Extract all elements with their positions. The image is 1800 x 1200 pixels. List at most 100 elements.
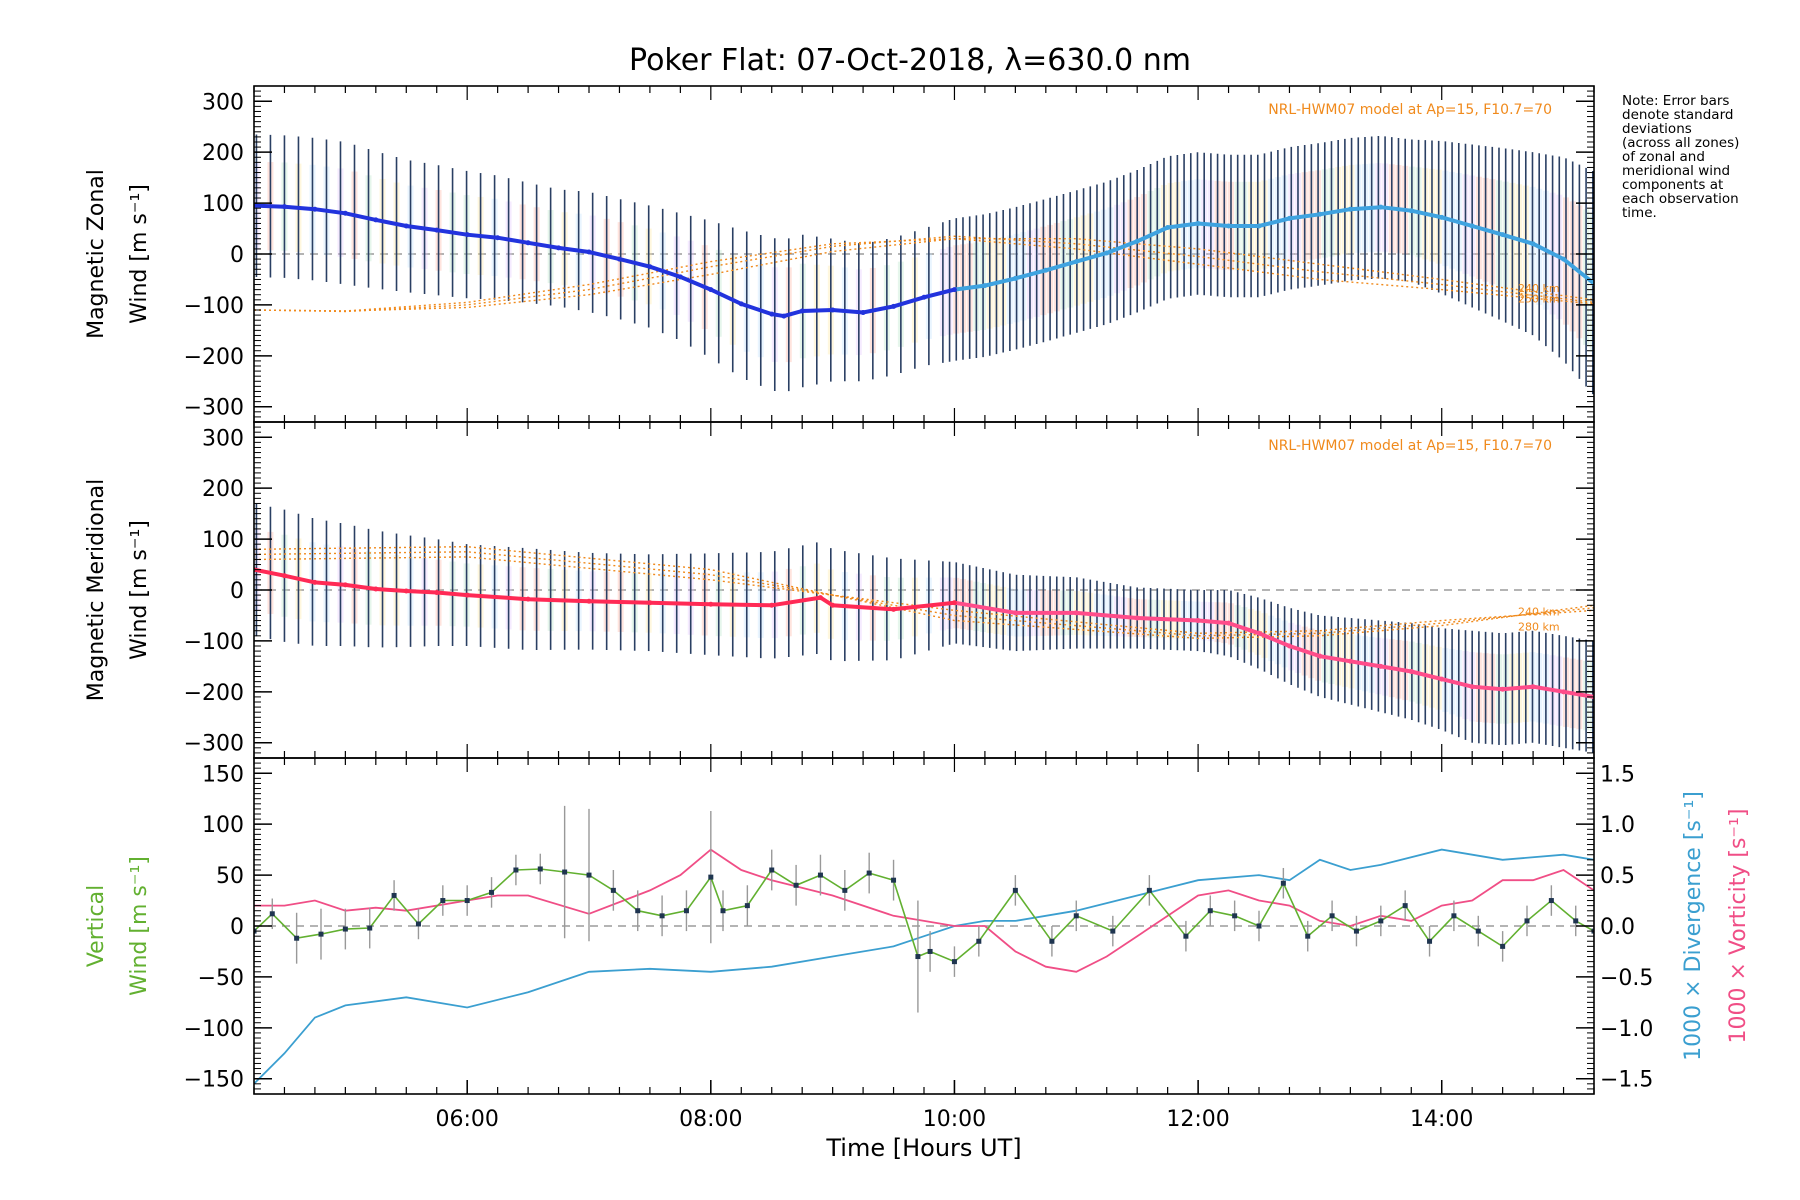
y-axis-label: Wind [m s⁻¹]	[127, 520, 152, 660]
data-point	[738, 301, 744, 307]
y-axis-tick-label: 150	[202, 762, 244, 787]
data-point	[720, 908, 726, 914]
right-axis-tick-label: 1.0	[1600, 813, 1635, 838]
y-axis-tick-label: −100	[184, 630, 244, 655]
x-axis-label: Time [Hours UT]	[825, 1134, 1021, 1162]
x-axis-tick-label: 14:00	[1410, 1107, 1473, 1132]
y-axis-tick-label: 0	[230, 243, 244, 268]
y-axis-tick-label: −300	[184, 732, 244, 757]
model-height-label: 240 km	[1518, 282, 1560, 295]
data-point	[677, 274, 683, 280]
data-point	[586, 249, 592, 255]
data-point	[1134, 238, 1140, 244]
y-axis-tick-label: −100	[184, 294, 244, 319]
data-point	[951, 959, 957, 965]
data-point	[793, 882, 799, 888]
y-axis-tick-label: 100	[202, 528, 244, 553]
data-point	[1104, 250, 1110, 256]
data-point	[610, 887, 616, 893]
data-point	[1408, 668, 1414, 674]
y-axis-label: Wind [m s⁻¹]	[127, 184, 152, 324]
data-point	[1530, 684, 1536, 690]
data-point	[1469, 684, 1475, 690]
data-point	[373, 217, 379, 223]
data-point	[367, 925, 373, 931]
data-point	[1548, 898, 1554, 904]
data-point	[1347, 658, 1353, 664]
model-height-label: 240 km	[1518, 605, 1560, 618]
data-point	[513, 867, 519, 873]
data-point	[891, 303, 897, 309]
data-point	[1500, 686, 1506, 692]
data-point	[915, 954, 921, 960]
y-axis-label: Wind [m s⁻¹]	[127, 856, 152, 996]
data-point	[1286, 215, 1292, 221]
data-point	[781, 313, 787, 319]
data-point	[1232, 913, 1238, 919]
data-point	[1469, 223, 1475, 229]
data-point	[1073, 913, 1079, 919]
data-point	[434, 590, 440, 596]
data-point	[891, 606, 897, 612]
data-point	[525, 596, 531, 602]
y-axis-label: Magnetic Meridional	[84, 479, 109, 701]
note-line: denote standard	[1622, 107, 1734, 123]
panels: NRL-HWM07 model at Ap=15, F10.7=70 240 km…	[84, 85, 1751, 1162]
data-point	[927, 948, 933, 954]
data-point	[1183, 933, 1189, 939]
data-point	[708, 287, 714, 293]
y-axis-tick-label: −200	[184, 345, 244, 370]
right-axis-tick-label: 1.5	[1600, 762, 1635, 787]
data-point	[312, 206, 318, 212]
model-annotation: NRL-HWM07 model at Ap=15, F10.7=70	[1268, 438, 1552, 454]
data-point	[683, 908, 689, 914]
data-point	[1573, 918, 1579, 924]
data-point	[1439, 214, 1445, 220]
data-point	[556, 245, 562, 251]
data-point	[1561, 256, 1567, 262]
data-point	[1530, 241, 1536, 247]
mean-wind-line	[954, 205, 1594, 292]
data-point	[1256, 630, 1262, 636]
right-axis-tick-label: −1.5	[1600, 1068, 1653, 1093]
data-point	[294, 935, 300, 941]
data-point	[1317, 653, 1323, 659]
data-point	[1256, 923, 1262, 929]
data-point	[1280, 880, 1286, 886]
data-point	[312, 579, 318, 585]
data-point	[1451, 913, 1457, 919]
y-axis-tick-label: −150	[184, 1068, 244, 1093]
data-point	[1226, 223, 1232, 229]
data-point	[440, 898, 446, 904]
data-point	[434, 227, 440, 233]
chart-title: Poker Flat: 07-Oct-2018, λ=630.0 nm	[629, 43, 1191, 78]
data-point	[921, 294, 927, 300]
data-point	[1195, 220, 1201, 226]
data-point	[1561, 689, 1567, 695]
data-point	[1012, 275, 1018, 281]
errorbar-note: Note: Error bars denote standard deviati…	[1622, 94, 1792, 220]
data-point	[659, 913, 665, 919]
y-axis-tick-label: 100	[202, 813, 244, 838]
data-point	[525, 240, 531, 246]
y-axis-tick-label: 0	[230, 579, 244, 604]
plot-area	[254, 503, 1594, 753]
data-point	[403, 223, 409, 229]
data-point	[373, 586, 379, 592]
data-point	[281, 204, 287, 210]
panel-vertical: 1.5 1.0 0.5 0.0 −0.5 −1.0 −1.5 1000 × Divergenc…	[84, 757, 1751, 1162]
y-axis-tick-label: −200	[184, 681, 244, 706]
data-point	[1427, 938, 1433, 944]
note-line: Note: Error bars	[1622, 93, 1730, 109]
data-point	[769, 602, 775, 608]
x-axis-tick-label: 10:00	[923, 1107, 986, 1132]
right-axis-tick-label: −0.5	[1600, 966, 1653, 991]
model-height-label: 280 km	[1518, 621, 1560, 634]
y-axis-tick-label: −50	[198, 966, 244, 991]
plot-frame	[253, 757, 1595, 1095]
y-axis-tick-label: 0	[230, 915, 244, 940]
y-axis-tick-label: 50	[216, 864, 244, 889]
y-axis-tick-label: 300	[202, 90, 244, 115]
data-point	[616, 256, 622, 262]
